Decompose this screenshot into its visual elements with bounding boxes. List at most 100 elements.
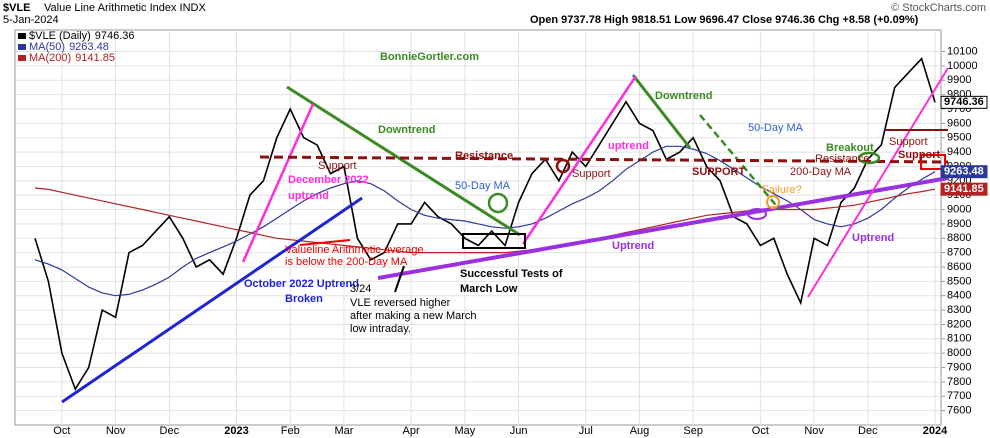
- highlight-box: [462, 233, 526, 249]
- arrow: [299, 239, 351, 246]
- highlight-circle: [487, 192, 509, 214]
- x-tick-label: 2024: [923, 425, 948, 437]
- trendline: [286, 85, 521, 237]
- annotation: Support: [318, 160, 357, 172]
- x-tick-label: Aug: [630, 425, 650, 437]
- x-tick-label: Feb: [281, 425, 300, 437]
- x-tick-label: Jul: [579, 425, 593, 437]
- legend-swatch: [18, 55, 26, 61]
- annotation: Downtrend: [378, 124, 435, 136]
- annotation: Resistance: [455, 150, 513, 162]
- highlight-circle: [747, 208, 767, 220]
- x-tick-label: Mar: [334, 425, 353, 437]
- annotation: Uptrend: [852, 232, 894, 244]
- series-layer: [34, 57, 936, 391]
- y-tick-label: 9400: [947, 146, 971, 158]
- annotation: October 2022 Uptrend: [244, 278, 359, 290]
- annotation: after making a new March: [350, 310, 477, 322]
- plot-frame: [14, 29, 942, 426]
- annotation: BonnieGortler.com: [380, 51, 479, 63]
- y-tick-label: 7800: [947, 376, 971, 388]
- annotation: 3/24: [350, 283, 371, 295]
- y-tick-label: 10000: [947, 60, 978, 72]
- y-tick-label: 8600: [947, 261, 971, 273]
- annotation: uptrend: [608, 140, 649, 152]
- annotation: Broken: [285, 293, 323, 305]
- annotation: Downtrend: [655, 90, 712, 102]
- y-tick-label: 8700: [947, 247, 971, 259]
- annotation: Successful Tests of: [460, 268, 563, 280]
- trendline: [241, 103, 315, 263]
- annotation: Failure?: [762, 184, 802, 196]
- annotation: VLE reversed higher: [350, 297, 451, 309]
- chart-date: 5-Jan-2024: [3, 14, 59, 26]
- y-tick-label: 8200: [947, 318, 971, 330]
- legend-swatch: [18, 44, 26, 50]
- value-tag-label: 9263.48: [944, 166, 984, 178]
- annotation: Valueline Arithmetic average: [285, 244, 424, 256]
- x-tick-label: Apr: [403, 425, 420, 437]
- highlight-circle: [857, 151, 881, 165]
- y-tick-label: 8000: [947, 347, 971, 359]
- annotation: Support: [889, 136, 928, 148]
- trendline: [377, 176, 949, 280]
- value-tag-label: 9746.36: [944, 96, 984, 108]
- y-tick-label: 9500: [947, 132, 971, 144]
- highlight-circle: [555, 158, 571, 174]
- x-tick-label: Nov: [106, 425, 126, 437]
- trendlines: [61, 67, 949, 404]
- legend-swatch: [18, 33, 26, 39]
- value-tag: [940, 95, 988, 109]
- legend-value: 9263.48: [69, 41, 109, 53]
- legend-label: MA(50): [29, 41, 65, 53]
- highlight-circle: [766, 195, 780, 209]
- trendline: [61, 196, 363, 404]
- annotation: Uptrend: [612, 240, 654, 252]
- y-tick-label: 8100: [947, 333, 971, 345]
- legend-label: $VLE (Daily): [29, 30, 91, 42]
- y-tick-label: 9900: [947, 74, 971, 86]
- annotation: March Low: [460, 283, 518, 295]
- series-line: [34, 145, 936, 297]
- y-tick-label: 7700: [947, 390, 971, 402]
- legend-label: MA(200): [29, 52, 71, 64]
- trendline: [807, 67, 949, 298]
- chart-subtitle: Value Line Arithmetic Index INDX: [44, 2, 206, 14]
- annotation: 50-Day MA: [748, 122, 804, 134]
- x-tick-label: Dec: [160, 425, 180, 437]
- trendline: [699, 114, 781, 211]
- resistance-line: [259, 155, 949, 164]
- x-tick-label: Oct: [53, 425, 70, 437]
- trendline: [521, 75, 638, 245]
- y-tick-label: 8300: [947, 304, 971, 316]
- grid-layer: 7600 7700 7800 7900 8000 8100 8200 8300 8400 8500…: [15, 30, 978, 437]
- annotation: December 2022: [288, 174, 369, 186]
- trendline: [631, 74, 692, 149]
- annotation: is below the 200-Day MA: [285, 256, 408, 268]
- annotation: Breakout: [826, 142, 874, 154]
- series-line: [34, 57, 936, 391]
- chart-title: $VLE: [3, 2, 31, 14]
- y-tick-label: 8900: [947, 218, 971, 230]
- annotation: Support: [572, 168, 611, 180]
- legend-value: 9746.36: [95, 30, 135, 42]
- annotation: 50-Day MA: [455, 180, 511, 192]
- x-tick-label: Oct: [752, 425, 769, 437]
- annotation: low intraday.: [350, 323, 411, 335]
- x-tick-label: Jun: [510, 425, 528, 437]
- annotation: Support: [898, 149, 940, 161]
- y-tick-label: 8500: [947, 275, 971, 287]
- y-tick-label: 9000: [947, 203, 971, 215]
- arrow: [394, 265, 405, 293]
- x-tick-label: Dec: [858, 425, 878, 437]
- x-tick-label: Nov: [804, 425, 824, 437]
- x-tick-label: 2023: [224, 425, 248, 437]
- y-tick-label: 8800: [947, 232, 971, 244]
- credit: © StockCharts.com: [891, 2, 986, 14]
- quote-line: Open 9737.78 High 9818.51 Low 9696.47 Cl…: [530, 14, 919, 26]
- series-line: [34, 187, 936, 254]
- y-tick-label: 8400: [947, 290, 971, 302]
- x-tick-label: May: [454, 425, 475, 437]
